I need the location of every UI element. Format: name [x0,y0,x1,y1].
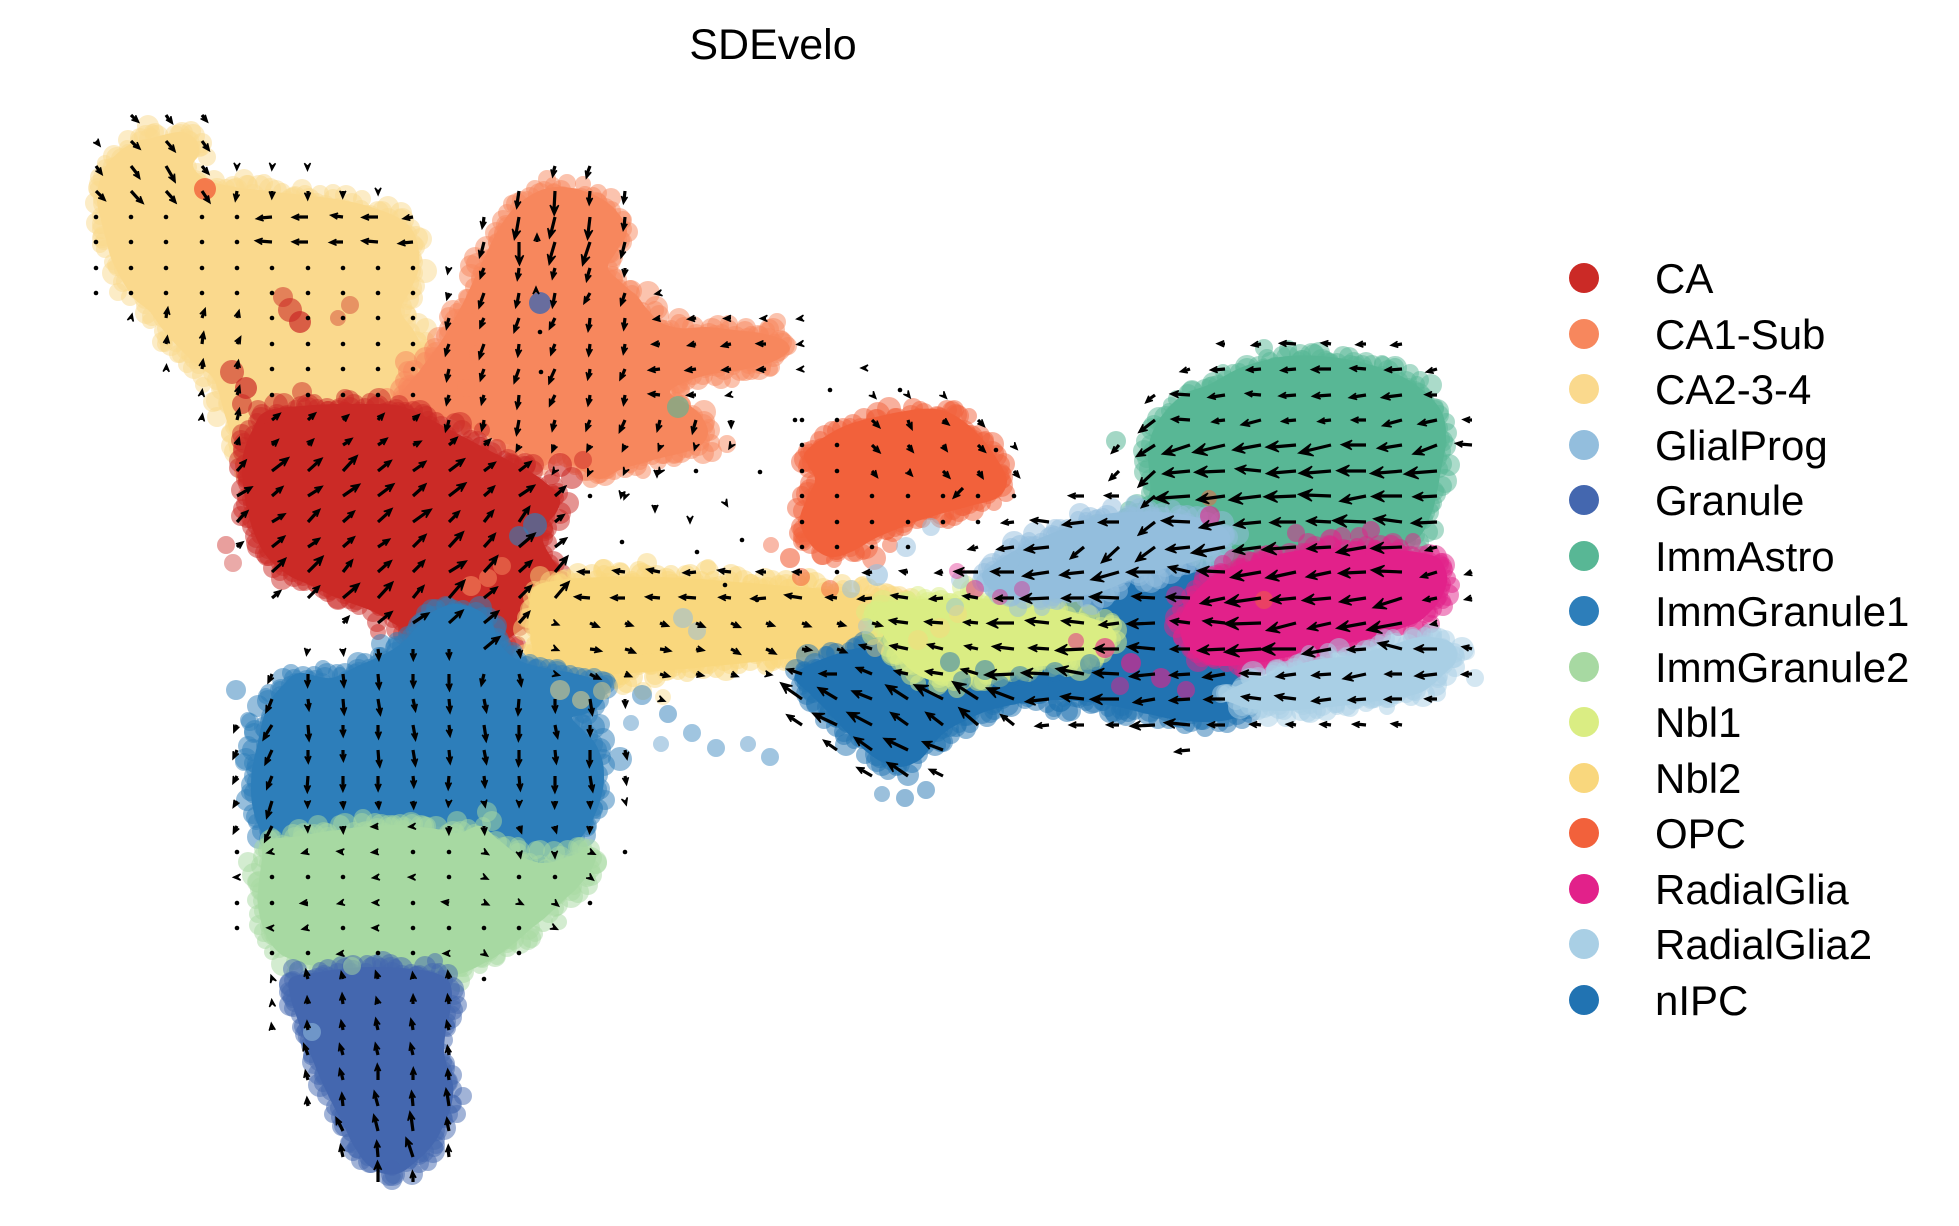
svg-text:CA: CA [1655,255,1713,302]
svg-text:Nbl2: Nbl2 [1655,755,1741,802]
svg-text:ImmGranule1: ImmGranule1 [1655,588,1909,635]
svg-text:ImmAstro: ImmAstro [1655,533,1835,580]
svg-text:RadialGlia: RadialGlia [1655,866,1849,913]
svg-text:SDEvelo: SDEvelo [689,21,856,69]
svg-text:RadialGlia2: RadialGlia2 [1655,921,1872,968]
svg-text:ImmGranule2: ImmGranule2 [1655,644,1909,691]
svg-text:Nbl1: Nbl1 [1655,699,1741,746]
svg-text:OPC: OPC [1655,810,1746,857]
svg-text:CA2-3-4: CA2-3-4 [1655,366,1811,413]
svg-text:GlialProg: GlialProg [1655,422,1828,469]
svg-text:nIPC: nIPC [1655,977,1748,1024]
svg-text:Granule: Granule [1655,477,1804,524]
svg-text:CA1-Sub: CA1-Sub [1655,311,1825,358]
